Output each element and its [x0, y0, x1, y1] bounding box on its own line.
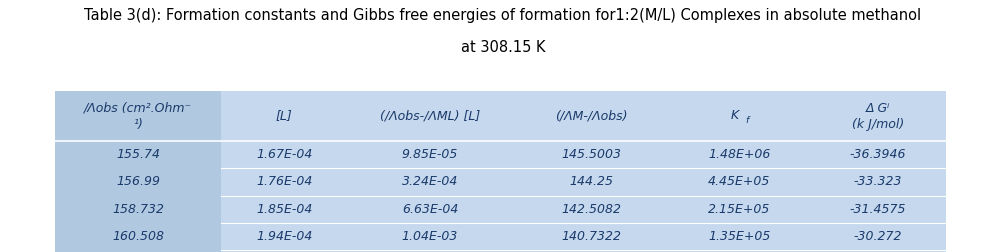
Text: 145.5003: 145.5003 [561, 148, 621, 161]
Text: [L]: [L] [276, 109, 293, 122]
Text: 3.24E-04: 3.24E-04 [401, 175, 459, 188]
FancyBboxPatch shape [55, 91, 946, 252]
Text: 1.94E-04: 1.94E-04 [256, 230, 313, 243]
Text: 144.25: 144.25 [569, 175, 613, 188]
Text: 156.99: 156.99 [117, 175, 160, 188]
Text: ¹): ¹) [134, 118, 143, 132]
Text: at 308.15 K: at 308.15 K [461, 40, 545, 55]
Text: -33.323: -33.323 [853, 175, 902, 188]
Text: 155.74: 155.74 [117, 148, 160, 161]
Text: f: f [745, 116, 749, 125]
Text: (/Λobs-/ΛML) [L]: (/Λobs-/ΛML) [L] [380, 109, 480, 122]
Text: (k J/mol): (k J/mol) [852, 118, 903, 132]
Text: 2.15E+05: 2.15E+05 [708, 203, 771, 216]
Text: -30.272: -30.272 [853, 230, 902, 243]
Text: 158.732: 158.732 [113, 203, 164, 216]
Text: 142.5082: 142.5082 [561, 203, 621, 216]
Text: 1.85E-04: 1.85E-04 [256, 203, 313, 216]
Text: 1.48E+06: 1.48E+06 [708, 148, 771, 161]
Text: Table 3(d): Formation constants and Gibbs free energies of formation for1:2(M/L): Table 3(d): Formation constants and Gibb… [85, 8, 921, 23]
Text: 1.67E-04: 1.67E-04 [256, 148, 313, 161]
Text: 6.63E-04: 6.63E-04 [401, 203, 459, 216]
Text: K: K [730, 109, 738, 122]
Text: 1.76E-04: 1.76E-04 [256, 175, 313, 188]
Text: -31.4575: -31.4575 [849, 203, 906, 216]
Text: 9.85E-05: 9.85E-05 [401, 148, 459, 161]
Text: /Λobs (cm².Ohm⁻: /Λobs (cm².Ohm⁻ [85, 102, 192, 115]
Text: 160.508: 160.508 [113, 230, 164, 243]
FancyBboxPatch shape [55, 91, 221, 252]
Text: (/ΛM-/Λobs): (/ΛM-/Λobs) [554, 109, 628, 122]
Text: 4.45E+05: 4.45E+05 [708, 175, 771, 188]
Text: 1.35E+05: 1.35E+05 [708, 230, 771, 243]
Text: -36.3946: -36.3946 [849, 148, 906, 161]
Text: 140.7322: 140.7322 [561, 230, 621, 243]
Text: Δ Gⁱ: Δ Gⁱ [865, 102, 890, 115]
Text: 1.04E-03: 1.04E-03 [401, 230, 459, 243]
